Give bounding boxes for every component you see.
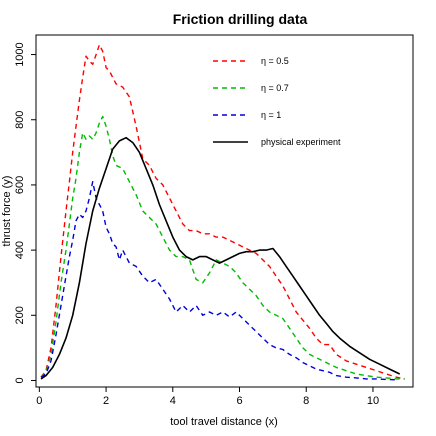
chart-title: Friction drilling data: [173, 11, 308, 27]
series-line-1: [40, 44, 405, 380]
x-axis: 0 2 4 6 8 10: [36, 387, 379, 407]
series-line-2: [40, 115, 405, 380]
y-tick-label: 800: [14, 111, 26, 129]
y-tick-label: 200: [14, 306, 26, 324]
y-tick-label: 1000: [14, 42, 26, 66]
legend-label-3: η = 1: [261, 110, 281, 120]
x-tick-label: 4: [170, 395, 176, 407]
legend: η = 0.5 η = 0.7 η = 1 physical experiment: [213, 56, 341, 147]
legend-label-1: η = 0.5: [261, 56, 289, 66]
y-axis: 0 200 400 600 800 1000: [14, 42, 36, 384]
x-tick-label: 2: [103, 395, 109, 407]
x-axis-label: tool travel distance (x): [170, 416, 278, 428]
series-line-4: [40, 136, 401, 380]
plot-area: [40, 44, 405, 381]
series-line-3: [40, 180, 397, 381]
x-tick-label: 10: [367, 395, 379, 407]
x-tick-label: 6: [236, 395, 242, 407]
legend-label-4: physical experiment: [261, 137, 341, 147]
y-tick-label: 400: [14, 241, 26, 259]
y-axis-label: thrust force (y): [1, 176, 13, 247]
y-tick-label: 600: [14, 176, 26, 194]
x-tick-label: 8: [303, 395, 309, 407]
y-tick-label: 0: [14, 377, 26, 383]
x-tick-label: 0: [36, 395, 42, 407]
plot-frame: [35, 34, 414, 388]
legend-label-2: η = 0.7: [261, 83, 289, 93]
